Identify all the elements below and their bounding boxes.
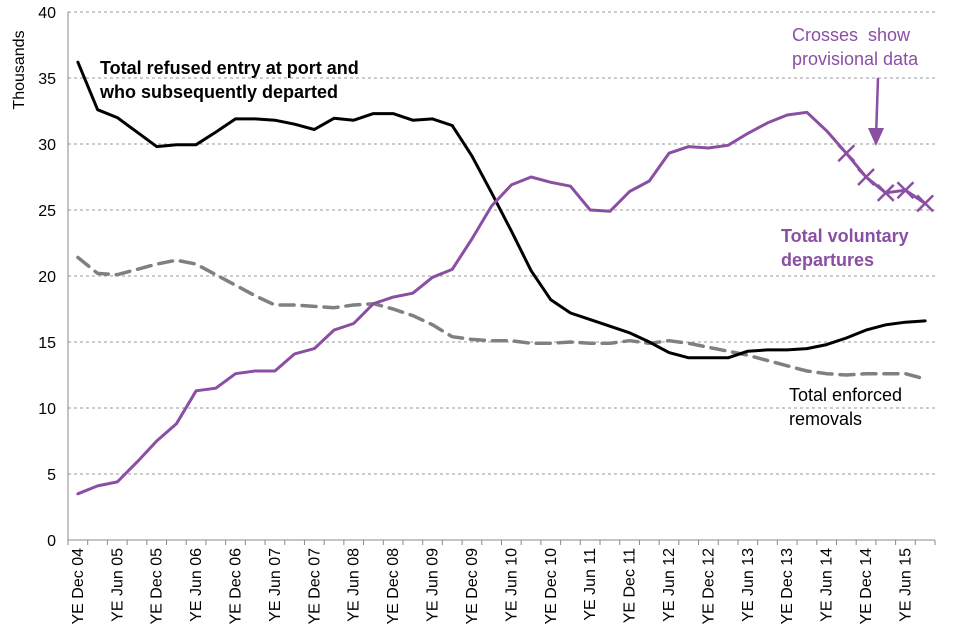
x-tick-label: YE Jun 11	[582, 548, 599, 621]
enforced-series-label-line2: removals	[789, 409, 862, 429]
x-tick-label: YE Dec 13	[779, 548, 796, 625]
cross-stroke	[896, 181, 915, 200]
y-tick-label: 35	[38, 71, 56, 88]
y-tick-label: 30	[38, 137, 56, 154]
x-tick-label: YE Jun 14	[819, 548, 836, 622]
series-lines	[76, 60, 927, 496]
series-line-total-refused-entry-at-port-and-who-subsequently-departed	[76, 60, 927, 360]
x-tick-label: YE Dec 10	[543, 548, 560, 625]
y-axis-label: Thousands	[11, 30, 28, 109]
provisional-cross-marker	[876, 183, 895, 202]
y-tick-label: 5	[47, 467, 56, 484]
y-tick-label: 0	[47, 533, 56, 550]
provisional-arrow	[868, 77, 884, 146]
cross-stroke	[837, 144, 856, 163]
y-tick-label: 40	[38, 5, 56, 22]
voluntary-series-label-line1: Total voluntary	[781, 226, 909, 246]
y-tick-label: 20	[38, 269, 56, 286]
x-tick-label: YE Dec 08	[385, 548, 402, 625]
x-tick-label: YE Dec 06	[227, 548, 244, 625]
cross-stroke	[857, 168, 875, 186]
x-tick-label: YE Jun 08	[346, 548, 363, 622]
provisional-note-line2: provisional data	[792, 49, 919, 69]
cross-stroke	[876, 183, 895, 202]
series-line-total-enforced-removals	[76, 255, 927, 381]
y-tick-label: 10	[38, 401, 56, 418]
x-tick-label: YE Dec 14	[858, 548, 875, 625]
x-tick-label: YE Dec 09	[464, 548, 481, 625]
provisional-markers	[837, 144, 935, 213]
provisional-cross-marker	[916, 194, 935, 213]
refused-series-label-line1: Total refused entry at port and	[100, 58, 359, 78]
y-tick-label: 15	[38, 335, 56, 352]
provisional-note-line1: Crosses show	[792, 25, 911, 45]
x-tick-label: YE Jun 09	[425, 548, 442, 622]
series-line-total-voluntary-departures	[76, 110, 927, 496]
enforced-series-label-line1: Total enforced	[789, 385, 902, 405]
x-tick-label: YE Jun 12	[661, 548, 678, 622]
provisional-arrow-shaft	[874, 77, 880, 138]
provisional-cross-marker	[857, 168, 875, 186]
x-tick-label: YE Jun 06	[188, 548, 205, 622]
x-tick-label: YE Dec 11	[622, 548, 639, 623]
x-tick-label: YE Jun 10	[503, 548, 520, 622]
voluntary-series-label-line2: departures	[781, 250, 874, 270]
provisional-cross-marker	[896, 181, 915, 200]
y-tick-labels: 0 5 10 15 20 25 30 35 40	[38, 5, 56, 550]
cross-stroke	[916, 194, 935, 213]
provisional-cross-marker	[837, 144, 856, 163]
y-tick-label: 25	[38, 203, 56, 220]
refused-series-label-line2: who subsequently departed	[99, 82, 338, 102]
x-tick-label: YE Jun 13	[740, 548, 757, 622]
x-tick-label: YE Dec 07	[306, 548, 323, 625]
x-tick-label: YE Dec 12	[700, 548, 717, 625]
x-tick-labels: YE Dec 04 YE Jun 05 YE Dec 05 YE Jun 06 YE D…	[67, 540, 936, 625]
x-tick-label: YE Dec 05	[149, 548, 166, 625]
x-tick-label: YE Jun 05	[109, 548, 126, 622]
x-tick-label: YE Jun 15	[897, 548, 914, 622]
x-tick-label: YE Jun 07	[267, 548, 284, 622]
provisional-arrow-head	[868, 128, 884, 146]
x-tick-label: YE Dec 04	[70, 548, 87, 625]
